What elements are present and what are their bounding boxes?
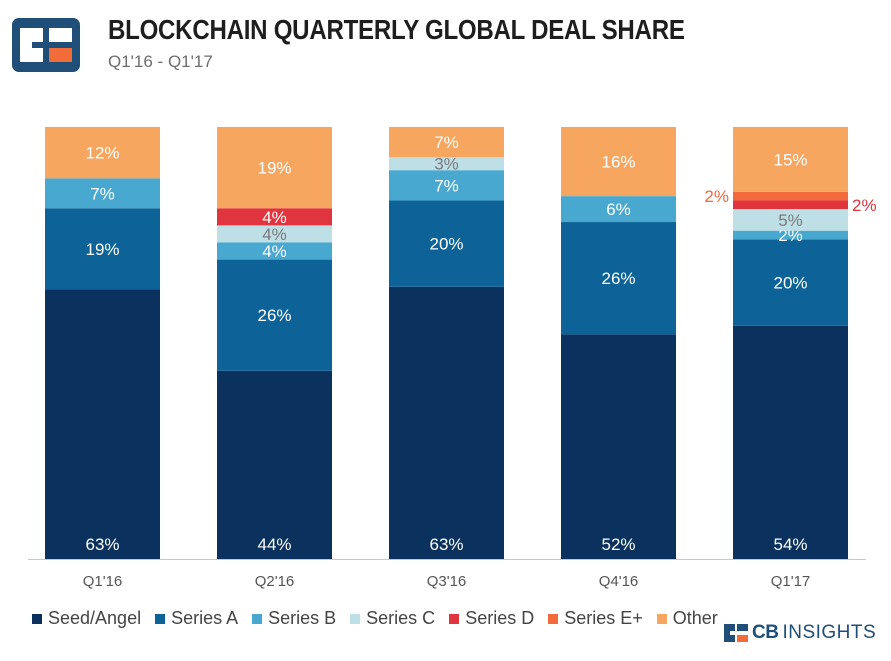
legend-label-series-e-: Series E+ xyxy=(564,608,643,628)
data-label-series-d-2: 4% xyxy=(262,208,287,227)
data-label-seed-angel-1: 63% xyxy=(85,535,119,554)
data-label-other-5: 15% xyxy=(773,150,807,169)
chart-subtitle: Q1'16 - Q1'17 xyxy=(108,52,213,71)
data-label-seed-angel-5: 54% xyxy=(773,535,807,554)
legend-label-series-c: Series C xyxy=(366,608,436,628)
bar-series-a-1 xyxy=(45,208,160,290)
bar-other-1 xyxy=(45,127,160,179)
legend-item-series-b: Series B xyxy=(252,608,336,629)
x-tick-label-1: Q1'16 xyxy=(83,573,123,590)
bar-series-a-2 xyxy=(217,259,332,371)
data-label-series-e--5: 2% xyxy=(704,187,729,206)
data-label-seed-angel-3: 63% xyxy=(429,535,463,554)
bar-series-e--5 xyxy=(733,191,848,201)
stacked-bar-chart: 63%19%7%12%Q1'1644%26%4%4%4%19%Q2'1663%2… xyxy=(28,127,877,590)
x-tick-label-5: Q1'17 xyxy=(771,573,811,590)
legend-swatch-series-a xyxy=(155,613,166,624)
legend-swatch-other xyxy=(656,613,667,624)
bar-seed-angel-5 xyxy=(733,325,848,559)
legend-swatch-seed-angel xyxy=(32,613,42,624)
cb-insights-brand: CB INSIGHTS xyxy=(724,622,876,644)
data-label-series-a-5: 20% xyxy=(773,274,807,293)
legend-label-series-d: Series D xyxy=(465,608,535,628)
data-label-series-c-3: 3% xyxy=(434,155,459,174)
cb-insights-brand-icon xyxy=(724,624,748,642)
bar-other-2 xyxy=(217,127,332,209)
data-label-series-b-2: 4% xyxy=(262,242,287,261)
legend-item-series-e-: Series E+ xyxy=(548,608,643,629)
bar-series-b-2 xyxy=(217,242,332,260)
legend-item-other: Other xyxy=(656,608,718,629)
bar-series-b-3 xyxy=(389,170,504,201)
data-label-series-a-4: 26% xyxy=(601,269,635,288)
bar-seed-angel-4 xyxy=(561,334,676,559)
data-label-other-1: 12% xyxy=(85,144,119,163)
bar-series-c-5 xyxy=(733,209,848,231)
cb-insights-logo-mark xyxy=(12,18,80,72)
bar-series-b-1 xyxy=(45,178,160,209)
bar-seed-angel-1 xyxy=(45,289,160,559)
bar-series-b-5 xyxy=(733,230,848,240)
brand-prefix: CB xyxy=(752,622,779,643)
bar-series-c-3 xyxy=(389,157,504,171)
legend-swatch-series-e- xyxy=(548,613,559,624)
legend-item-seed-angel: Seed/Angel xyxy=(32,608,141,629)
bar-series-d-2 xyxy=(217,208,332,226)
bar-other-3 xyxy=(389,127,504,158)
data-label-series-a-2: 26% xyxy=(257,306,291,325)
chart-legend: Seed/Angel Series A Series B Series C Series… xyxy=(32,608,718,629)
data-label-series-b-5: 2% xyxy=(778,226,803,245)
legend-swatch-series-b xyxy=(252,613,263,624)
bar-seed-angel-2 xyxy=(217,370,332,559)
data-label-series-b-1: 7% xyxy=(90,184,115,203)
data-label-series-a-1: 19% xyxy=(85,240,119,259)
bar-other-4 xyxy=(561,127,676,197)
bar-series-c-2 xyxy=(217,225,332,243)
legend-swatch-series-d xyxy=(449,613,460,624)
x-tick-label-2: Q2'16 xyxy=(255,573,295,590)
legend-swatch-series-c xyxy=(350,613,361,624)
data-label-other-4: 16% xyxy=(601,153,635,172)
data-label-other-3: 7% xyxy=(434,133,459,152)
legend-item-series-a: Series A xyxy=(155,608,238,629)
bar-series-a-4 xyxy=(561,222,676,335)
x-tick-label-3: Q3'16 xyxy=(427,573,467,590)
data-label-series-c-5: 5% xyxy=(778,211,803,230)
data-label-series-c-2: 4% xyxy=(262,225,287,244)
data-label-seed-angel-2: 44% xyxy=(257,535,291,554)
bar-series-d-5 xyxy=(733,200,848,210)
bar-series-a-5 xyxy=(733,239,848,326)
data-label-series-b-4: 6% xyxy=(606,200,631,219)
data-label-series-b-3: 7% xyxy=(434,176,459,195)
bar-other-5 xyxy=(733,127,848,192)
bar-series-b-4 xyxy=(561,196,676,223)
legend-label-series-b: Series B xyxy=(268,608,337,628)
legend-label-series-a: Series A xyxy=(171,608,239,628)
data-label-seed-angel-4: 52% xyxy=(601,535,635,554)
data-label-series-d-5: 2% xyxy=(852,196,877,215)
bar-series-a-3 xyxy=(389,200,504,287)
data-label-other-2: 19% xyxy=(257,159,291,178)
bar-seed-angel-3 xyxy=(389,286,504,559)
brand-name: INSIGHTS xyxy=(782,622,877,643)
x-tick-label-4: Q4'16 xyxy=(599,573,639,590)
legend-item-series-c: Series C xyxy=(350,608,435,629)
data-label-series-a-3: 20% xyxy=(429,235,463,254)
chart-title: BLOCKCHAIN QUARTERLY GLOBAL DEAL SHARE xyxy=(108,14,685,45)
legend-label-other: Other xyxy=(672,608,718,628)
legend-item-series-d: Series D xyxy=(449,608,534,629)
legend-label-seed-angel: Seed/Angel xyxy=(48,608,142,628)
